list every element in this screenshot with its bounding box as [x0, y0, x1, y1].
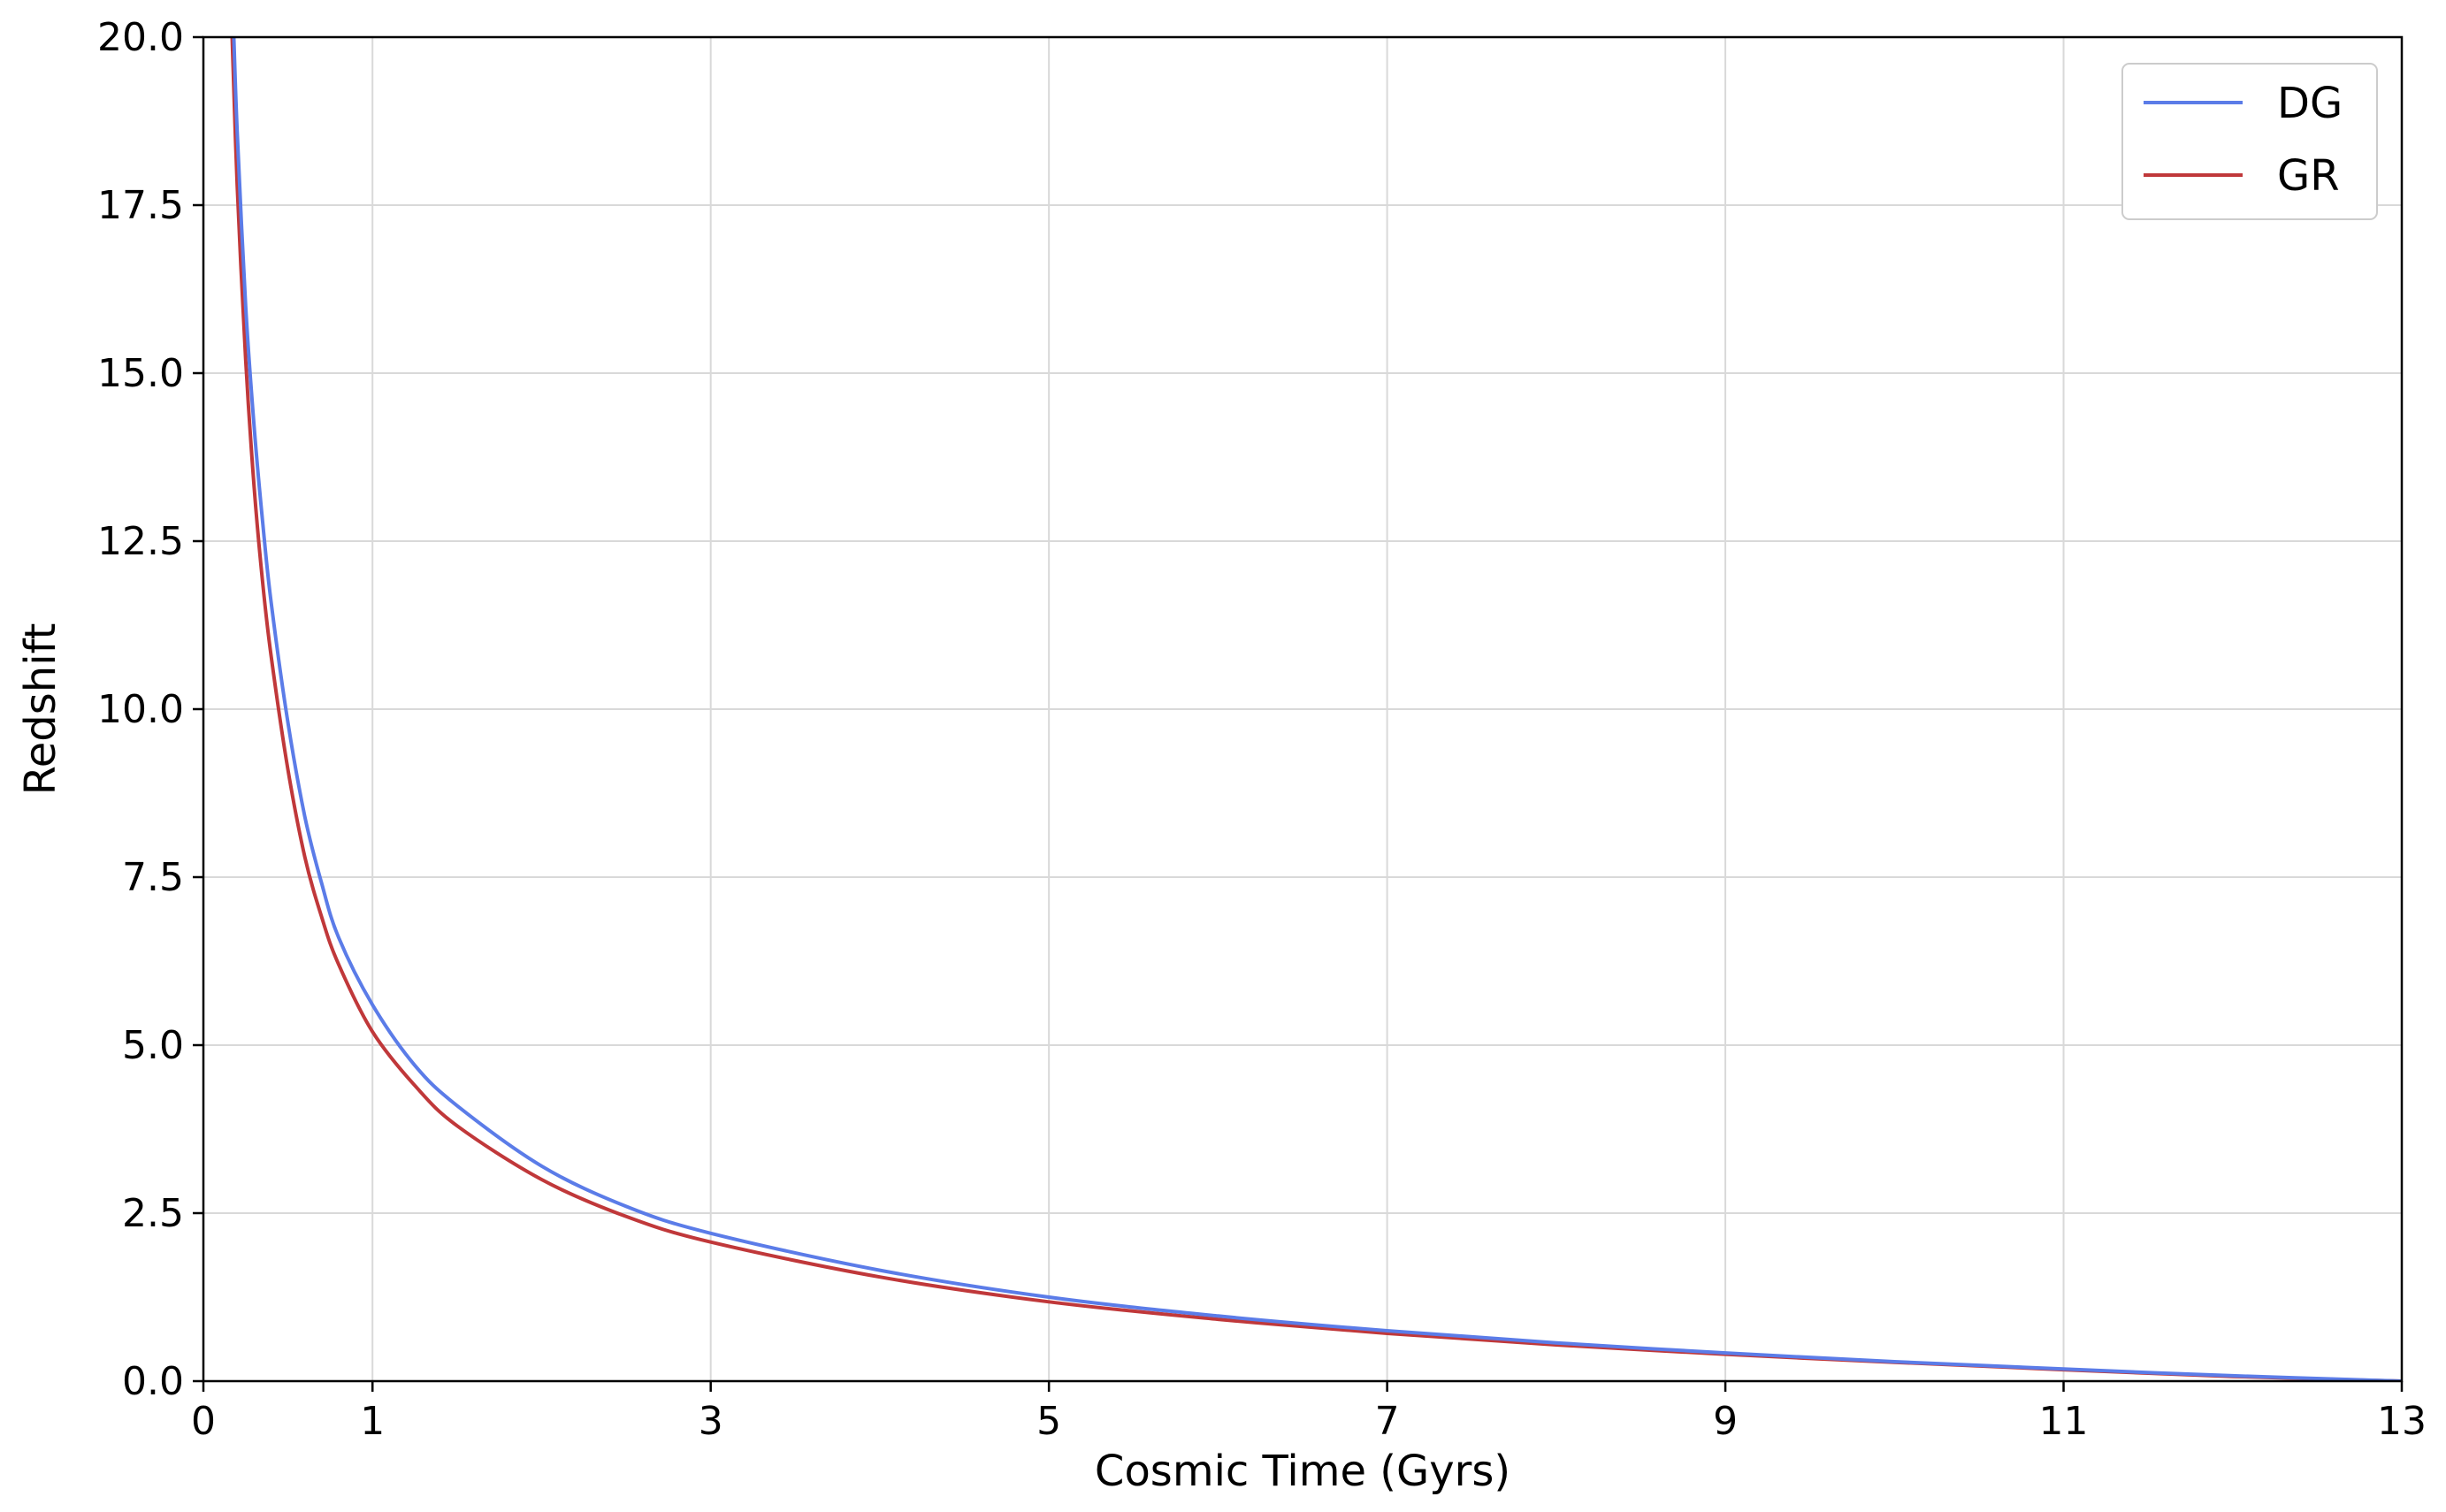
y-tick-label: 0.0 — [122, 1359, 184, 1404]
y-tick-label: 2.5 — [122, 1191, 184, 1236]
x-tick-label: 3 — [699, 1399, 723, 1444]
legend-label-gr: GR — [2277, 151, 2340, 201]
y-tick-label: 20.0 — [97, 15, 184, 60]
x-tick-label: 9 — [1713, 1399, 1738, 1444]
x-tick-label: 7 — [1375, 1399, 1400, 1444]
x-tick-label: 1 — [360, 1399, 385, 1444]
y-tick-label: 10.0 — [97, 687, 184, 732]
y-tick-label: 7.5 — [122, 855, 184, 900]
x-tick-label: 11 — [2039, 1399, 2089, 1444]
y-tick-label: 5.0 — [122, 1023, 184, 1068]
legend: DG GR — [2121, 63, 2378, 220]
ticks: 0 1 3 5 7 9 11 130.02.55.07.510.012.515.017.520… — [97, 15, 2427, 1444]
x-tick-label: 13 — [2377, 1399, 2427, 1444]
y-tick-label: 12.5 — [97, 519, 184, 564]
legend-label-dg: DG — [2277, 79, 2343, 128]
grid — [203, 36, 2403, 1382]
x-tick-label: 0 — [191, 1399, 216, 1444]
y-axis-title: Redshift — [16, 623, 65, 796]
series-line-dg — [232, 37, 2402, 1381]
y-tick-label: 17.5 — [97, 183, 184, 228]
y-tick-label: 15.0 — [97, 351, 184, 396]
x-tick-label: 5 — [1036, 1399, 1061, 1444]
series-group — [230, 37, 2402, 1381]
x-axis-title: Cosmic Time (Gyrs) — [1095, 1447, 1510, 1496]
